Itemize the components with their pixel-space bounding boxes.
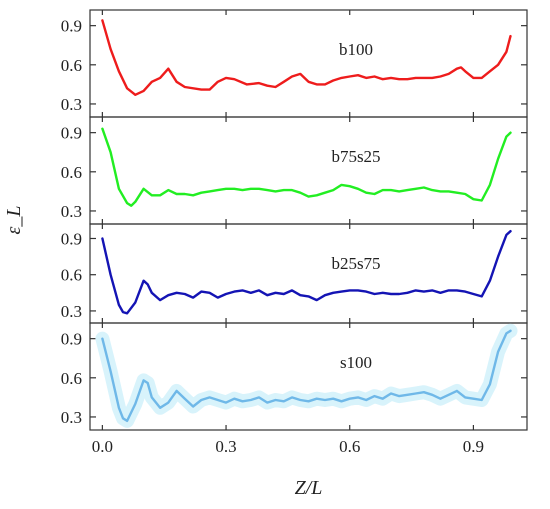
panel-frame-b25s75 xyxy=(89,223,528,324)
y-tick-label-b25s75-1: 0.6 xyxy=(61,266,82,285)
y-tick-label-b75s25-2: 0.9 xyxy=(61,124,82,143)
series-line-b100 xyxy=(101,19,512,96)
y-axis-title: ε_L xyxy=(3,205,25,234)
panel-label-s100: s100 xyxy=(340,353,372,372)
x-tick-label-3: 0.9 xyxy=(463,437,484,456)
series-band-s100 xyxy=(95,323,518,428)
y-tick-label-b25s75-2: 0.9 xyxy=(61,229,82,248)
y-tick-label-b100-1: 0.6 xyxy=(61,56,82,75)
series-line-s100 xyxy=(101,329,512,423)
series-line-b75s25 xyxy=(101,127,512,207)
y-tick-label-b75s25-0: 0.3 xyxy=(61,202,82,221)
y-tick-label-s100-2: 0.9 xyxy=(61,330,82,349)
y-tick-label-b100-2: 0.9 xyxy=(61,17,82,36)
y-tick-label-s100-1: 0.6 xyxy=(61,369,82,388)
y-tick-label-b25s75-0: 0.3 xyxy=(61,302,82,321)
panel-label-b75s25: b75s25 xyxy=(331,147,380,166)
panel-label-b25s75: b25s75 xyxy=(331,254,380,273)
panel-frame-b100 xyxy=(89,9,528,118)
y-tick-label-s100-0: 0.3 xyxy=(61,408,82,427)
x-axis-title: Z/L xyxy=(295,477,323,499)
panel-frame-b75s25 xyxy=(89,116,528,225)
y-tick-label-b100-0: 0.3 xyxy=(61,95,82,114)
panel-frame-s100 xyxy=(89,322,528,431)
panel-label-b100: b100 xyxy=(339,40,373,59)
x-tick-label-2: 0.6 xyxy=(339,437,360,456)
x-tick-label-0: 0.0 xyxy=(92,437,113,456)
series-line-b25s75 xyxy=(101,230,512,315)
y-tick-label-b75s25-1: 0.6 xyxy=(61,163,82,182)
x-tick-label-1: 0.3 xyxy=(215,437,236,456)
